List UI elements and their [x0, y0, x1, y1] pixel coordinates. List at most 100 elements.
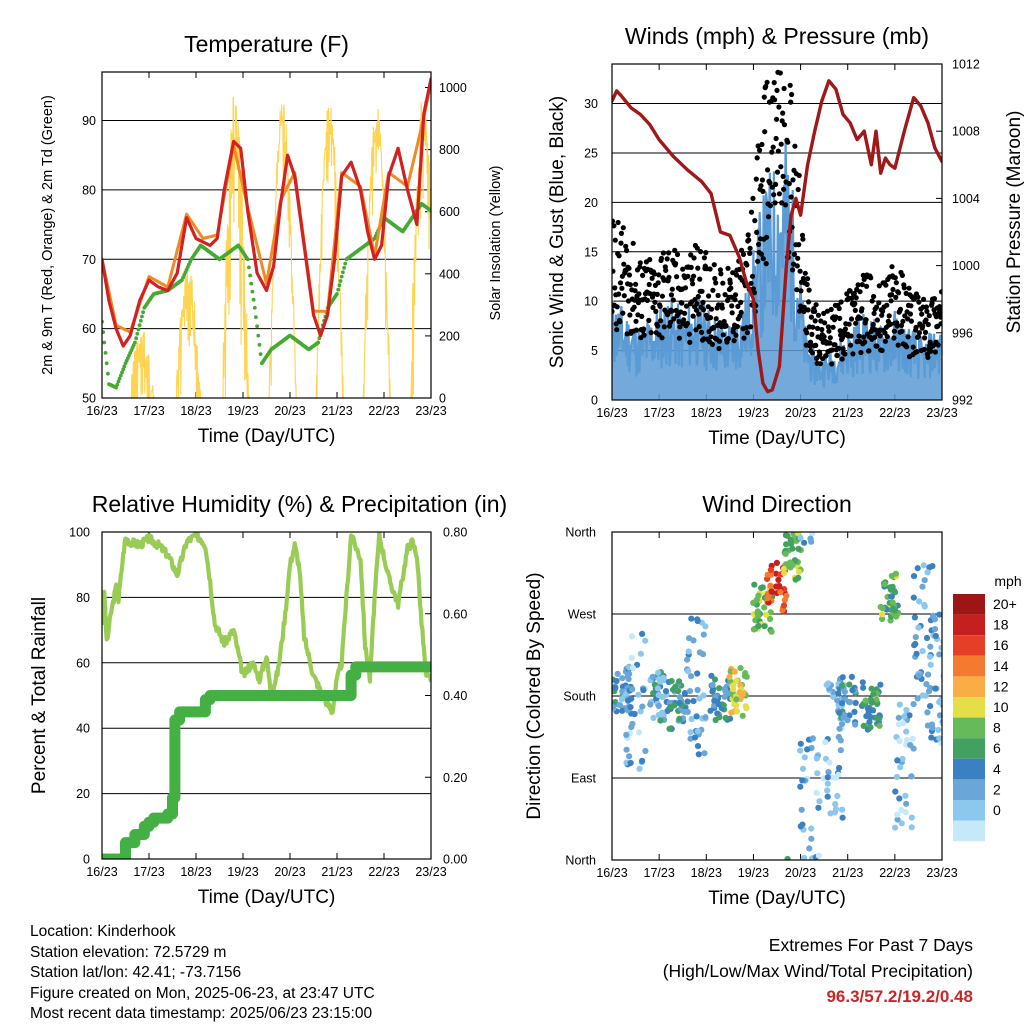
gust-point [801, 304, 807, 310]
gust-point [888, 298, 894, 304]
gust-point [677, 324, 683, 330]
temperature-x-tick-label: 16/23 [86, 404, 117, 418]
extremes-heading: Extremes For Past 7 Days [768, 935, 973, 955]
direction-point [840, 714, 847, 721]
humidity-y-tick-label: 40 [76, 722, 90, 736]
gust-point [621, 261, 627, 267]
gust-point [690, 281, 696, 287]
direction-point [798, 806, 805, 813]
gust-point [728, 294, 734, 300]
gust-point [813, 342, 819, 348]
direction-point [639, 757, 646, 765]
direction-point [926, 688, 933, 695]
gust-point [939, 307, 942, 313]
gust-point [869, 298, 875, 304]
clip-dir-group [612, 532, 948, 860]
gust-point [719, 305, 725, 311]
direction-point [635, 691, 642, 698]
direction-point [626, 753, 633, 760]
gust-point [786, 181, 792, 187]
direction-point [862, 697, 869, 704]
gust-point [729, 310, 735, 316]
direction-point [691, 734, 699, 741]
direction-point [639, 703, 646, 710]
winds-x-tick-label: 20/23 [785, 406, 816, 420]
direction-point [925, 671, 932, 678]
gust-point [896, 290, 902, 296]
gust-point [612, 268, 616, 274]
temperature-y2-tick-label: 800 [439, 143, 460, 157]
gust-point [861, 276, 867, 282]
gust-point [913, 324, 919, 330]
direction-point [921, 601, 928, 609]
dewpoint-point [251, 297, 256, 302]
gust-point [931, 296, 938, 302]
direction-point [768, 628, 775, 635]
direction-point [841, 688, 849, 695]
direction-point [881, 581, 888, 588]
gust-point [798, 288, 804, 294]
direction-point [767, 582, 774, 589]
gust-point [751, 290, 758, 296]
direction-point [940, 721, 942, 727]
gust-point [738, 309, 744, 315]
gust-point [925, 354, 931, 360]
winds-y-tick-label: 5 [591, 344, 598, 358]
gust-point [641, 332, 647, 338]
gust-point [768, 51, 773, 56]
gust-point [775, 148, 782, 154]
direction-point [668, 678, 675, 685]
direction-point [867, 724, 874, 731]
gust-point [807, 343, 813, 349]
winds-y2-tick-label: 1012 [952, 58, 980, 72]
humidity-y-tick-label: 60 [76, 656, 90, 670]
direction-point [764, 595, 771, 602]
station-latlon: Station lat/lon: 42.41; -73.7156 [30, 964, 242, 981]
dewpoint-point [122, 364, 127, 369]
humidity-y-tick-label: 80 [76, 591, 90, 605]
direction-x-tick-label: 23/23 [926, 866, 957, 880]
gust-point [829, 361, 835, 367]
gust-point [777, 70, 783, 76]
gust-point [817, 361, 824, 367]
gust-point [889, 292, 895, 298]
gust-point [927, 339, 933, 345]
direction-point [795, 568, 803, 575]
gust-point [767, 203, 774, 209]
direction-point [707, 707, 714, 714]
direction-point [942, 643, 948, 649]
gust-point [769, 149, 775, 155]
direction-point [688, 673, 695, 680]
clip-wind-group [612, 51, 942, 400]
gust-point [679, 300, 685, 306]
gust-point [802, 270, 808, 276]
gust-point [805, 276, 811, 282]
direction-point [932, 685, 939, 692]
temperature-y-tick-label: 70 [82, 253, 96, 267]
winds-ylabel: Sonic Wind & Gust (Blue, Black) [547, 96, 568, 368]
gust-point [773, 135, 779, 142]
direction-point [684, 656, 691, 663]
direction-point [701, 750, 708, 757]
gust-point [756, 241, 762, 247]
gust-point [767, 180, 773, 186]
winds-y2-tick-label: 1004 [952, 192, 980, 206]
gust-point [781, 122, 788, 128]
direction-point [782, 532, 790, 539]
gust-point [615, 219, 621, 226]
direction-point [919, 583, 926, 590]
direction-point [782, 550, 789, 558]
gust-point [654, 291, 660, 297]
dewpoint-point [342, 266, 346, 270]
gust-point [658, 255, 665, 261]
direction-y-tick-label: South [563, 690, 596, 704]
direction-point [780, 565, 788, 573]
gust-point [882, 338, 889, 344]
speed-legend-label: 16 [993, 637, 1009, 653]
gust-point [763, 83, 769, 90]
gust-point [693, 327, 699, 333]
gust-point [771, 80, 777, 86]
gust-point [644, 297, 651, 303]
direction-x-tick-label: 17/23 [644, 866, 675, 880]
gust-point [694, 245, 700, 251]
